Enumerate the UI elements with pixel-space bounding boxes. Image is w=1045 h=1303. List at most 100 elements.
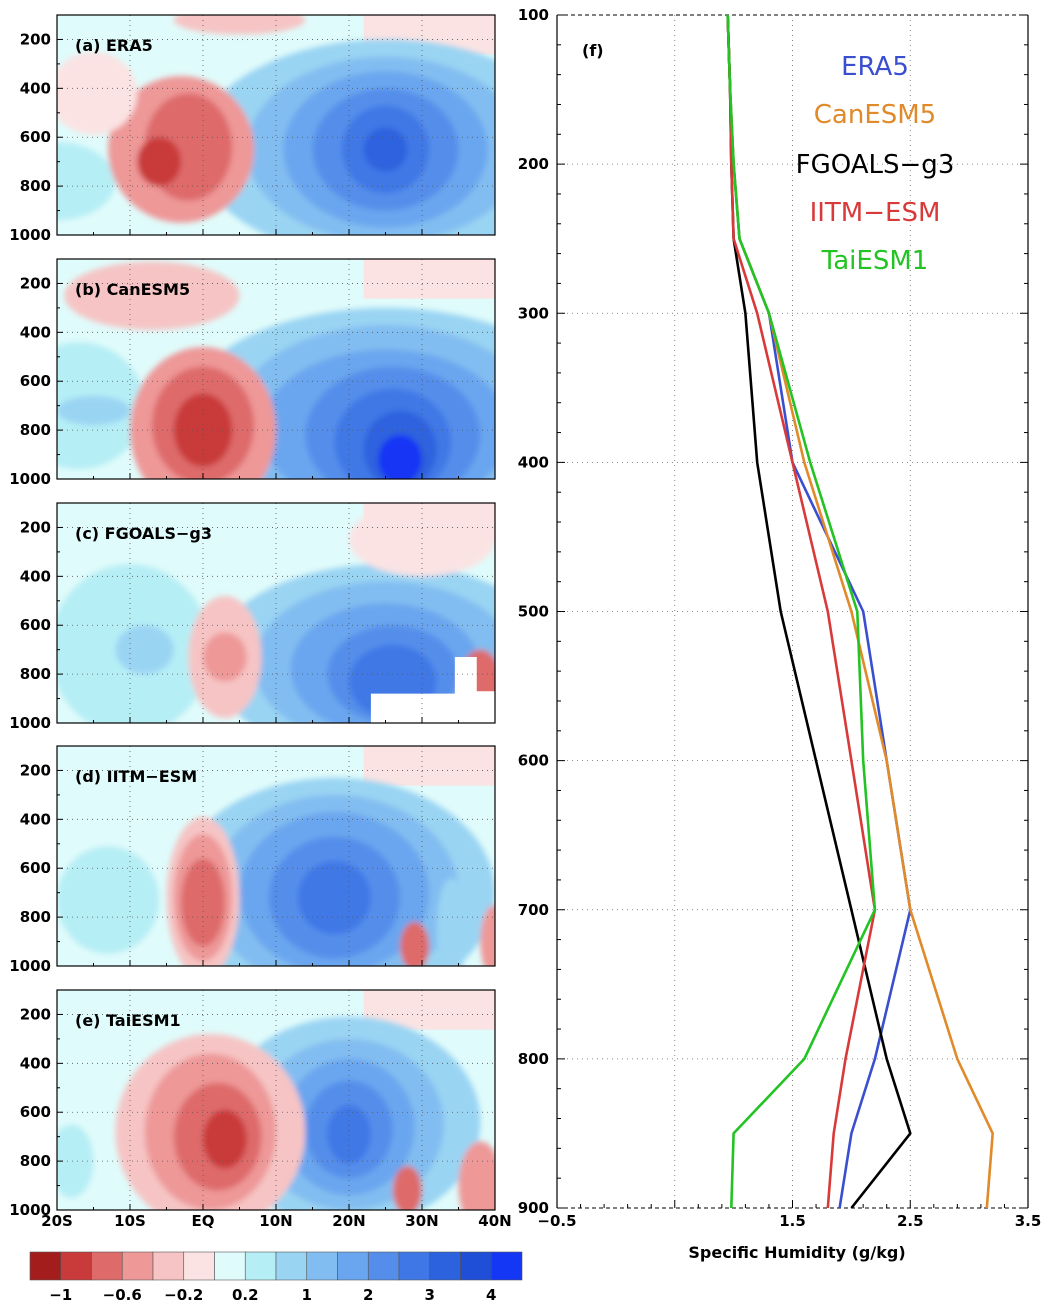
panel-field [57,990,495,1210]
x-tick-label: 40N [478,1212,511,1230]
missing-data-mask [370,657,495,723]
colorbar-label: 1 [302,1286,312,1303]
field-contour [203,632,247,682]
colorbar-swatch [398,1251,431,1281]
y-tick-label: 200 [20,274,51,292]
x-tick-label: 20S [41,1212,73,1230]
panel-d: 200 400 600 800 1000 (d) IITM−ESM [9,745,496,975]
y-tick-label: 400 [20,810,51,828]
y-tick-label: 800 [518,1050,549,1068]
y-tick-label: 1000 [9,470,51,488]
y-tick-label: 900 [518,1199,549,1217]
x-tick-label: 10N [259,1212,292,1230]
y-tick-label: 200 [20,761,51,779]
y-tick-label: 800 [20,421,51,439]
x-tick-label: 1.5 [779,1212,806,1230]
field-contour [57,846,160,954]
field-contour [297,860,371,935]
colorbar-label: 0.2 [232,1286,259,1303]
panel-e: 200 400 600 800 1000 (e) TaiESM1 [9,989,496,1219]
field-contour [392,1166,422,1210]
humidity-profile-chart: 100 200 300 400 500 600 700 800 900−0.5 1.5 2.5 3.5… [518,6,1042,1262]
field-contour [363,127,408,172]
colorbar-swatch [60,1251,92,1281]
field-contour [137,137,182,187]
x-tick-label: 2.5 [897,1212,924,1230]
field-contour [181,858,225,947]
legend-entry: TaiESM1 [821,246,929,276]
legend-entry: FGOALS−g3 [796,150,955,180]
colorbar-swatch [29,1251,62,1281]
y-tick-label: 500 [518,603,549,621]
colorbar-label: 2 [363,1286,373,1303]
colorbar-label: 4 [486,1286,496,1303]
field-contour [173,393,233,467]
panel-b: 200 400 600 800 1000 (b) CanESM5 [9,258,496,488]
panel-label: (c) FGOALS−g3 [75,524,212,543]
x-tick-label: 10S [114,1212,146,1230]
field-contour [203,1109,247,1169]
field-contour [57,395,130,426]
y-tick-label: 200 [518,155,549,173]
field-contour [480,904,495,966]
y-tick-label: 600 [20,616,51,634]
field-contour [64,261,240,330]
field-contour [458,1141,495,1210]
colorbar-swatch [152,1251,185,1281]
y-tick-label: 800 [20,1152,51,1170]
field-contour [173,15,306,35]
colorbar-swatch [337,1251,369,1281]
y-tick-label: 600 [20,859,51,877]
colorbar-label: −1 [49,1286,72,1303]
colorbar-swatch [121,1251,154,1281]
x-tick-label: 30N [405,1212,438,1230]
upper-anomaly-band [363,746,495,786]
x-axis-title: Specific Humidity (g/kg) [688,1243,905,1262]
y-tick-label: 300 [518,304,549,322]
y-tick-label: 100 [518,6,549,24]
panel-c: 200 400 600 800 1000 (c) FGOALS−g3 [9,502,496,732]
y-tick-label: 400 [518,453,549,471]
field-contour [57,51,138,135]
y-tick-label: 200 [20,30,51,48]
field-contour [57,1124,94,1198]
x-tick-label: 20N [332,1212,365,1230]
field-contour [436,878,466,966]
series-line-3 [726,14,877,1209]
y-tick-label: 600 [518,752,549,770]
colorbar-swatch [244,1251,277,1281]
latitude-pressure-panels: 200 400 600 800 1000 (a) ERA5 200 400 600 800 1000… [9,14,512,1230]
colorbar-swatch [306,1251,338,1281]
y-tick-label: 600 [20,372,51,390]
panel-label: (d) IITM−ESM [75,767,197,786]
y-tick-label: 600 [20,1103,51,1121]
y-tick-label: 600 [20,128,51,146]
panel-label: (b) CanESM5 [75,280,190,299]
y-tick-label: 200 [20,518,51,536]
colorbar-swatch [183,1251,215,1281]
series-line-4 [726,14,877,1209]
legend-entry: IITM−ESM [810,198,941,228]
colorbar: −1 −0.6 −0.2 0.2 1 2 3 4 [29,1251,523,1303]
y-tick-label: 1000 [9,226,51,244]
colorbar-label: 3 [425,1286,435,1303]
y-tick-label: 400 [20,567,51,585]
panel-field [57,259,495,479]
y-tick-label: 200 [20,1005,51,1023]
colorbar-swatch [460,1251,492,1281]
upper-anomaly-band [363,259,495,299]
field-contour [378,435,422,479]
legend-entry: ERA5 [841,52,909,82]
colorbar-swatch [490,1251,523,1281]
colorbar-swatch [367,1251,400,1281]
panel-a: 200 400 600 800 1000 (a) ERA5 [9,14,496,244]
colorbar-swatch [91,1251,123,1281]
y-tick-label: 800 [20,177,51,195]
x-tick-label: −0.5 [537,1212,576,1230]
y-tick-label: 800 [20,908,51,926]
y-tick-label: 1000 [9,714,51,732]
y-tick-label: 800 [20,665,51,683]
colorbar-swatch [275,1251,308,1281]
field-contour [115,625,174,675]
y-tick-label: 1000 [9,957,51,975]
